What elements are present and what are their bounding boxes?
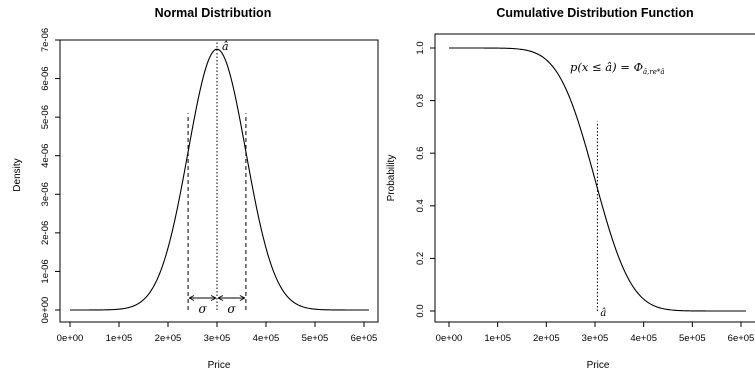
sigma-label-right: σ [227, 302, 236, 316]
cdf-chart-title: Cumulative Distribution Function [496, 6, 693, 20]
mean-label: â [222, 40, 229, 53]
normal-density-curve [70, 48, 369, 311]
y-tick-label: 0.6 [415, 147, 426, 160]
normal-plot-frame [59, 39, 379, 323]
normal-chart-title: Normal Distribution [155, 6, 272, 20]
x-tick-label: 4e+05 [630, 333, 657, 344]
x-tick-label: 6e+05 [351, 333, 378, 344]
x-tick-label: 2e+05 [155, 333, 182, 344]
y-tick-label: 0e+00 [40, 297, 51, 324]
normal-y-ticks: 0e+00 1e-06 2e-06 3e-06 4e-06 5e-06 6e-06 7e-06 [40, 28, 60, 324]
y-tick-label: 7e-06 [40, 28, 51, 52]
y-tick-label: 0.0 [415, 304, 426, 317]
y-tick-label: 3e-06 [40, 182, 51, 206]
cdf-y-axis-label: Probability [386, 155, 397, 202]
x-tick-label: 3e+05 [204, 333, 231, 344]
cdf-plot-frame [434, 33, 755, 323]
y-tick-label: 0.2 [415, 252, 426, 265]
x-tick-label: 5e+05 [679, 333, 706, 344]
y-tick-label: 0.4 [415, 199, 426, 212]
y-tick-label: 1e-06 [40, 259, 51, 283]
normal-y-axis-label: Density [12, 158, 23, 191]
x-tick-label: 4e+05 [253, 333, 280, 344]
normal-distribution-panel: Normal Distribution Price Density 0e+00 1… [12, 6, 379, 371]
y-tick-label: 2e-06 [40, 221, 51, 245]
normal-x-ticks: 0e+00 1e+05 2e+05 3e+05 4e+05 5e+05 6e+05 [57, 322, 378, 344]
y-tick-label: 4e-06 [40, 144, 51, 168]
x-tick-label: 0e+00 [436, 333, 463, 344]
cdf-formula: p(x ≤ â) = Φâ,re*â [570, 60, 665, 76]
normal-annotations: â σ σ [187, 40, 247, 316]
x-tick-label: 6e+05 [728, 333, 755, 344]
normal-x-axis-label: Price [208, 360, 231, 371]
sigma-arrowheads-left [188, 295, 217, 301]
x-tick-label: 2e+05 [533, 333, 560, 344]
cdf-panel: Cumulative Distribution Function Price P… [386, 6, 755, 371]
sigma-arrowheads-right [217, 295, 246, 301]
x-tick-label: 3e+05 [582, 333, 609, 344]
cdf-annotations: â p(x ≤ â) = Φâ,re*â [570, 60, 665, 319]
x-tick-label: 1e+05 [484, 333, 511, 344]
cdf-mean-label: â [600, 308, 606, 319]
cdf-y-ticks: 0.0 0.2 0.4 0.6 0.8 1.0 [415, 41, 435, 318]
x-tick-label: 1e+05 [106, 333, 133, 344]
cdf-curve [449, 47, 746, 312]
cdf-x-ticks: 0e+00 1e+05 2e+05 3e+05 4e+05 5e+05 6e+05 [436, 322, 755, 344]
sigma-label-left: σ [198, 302, 207, 316]
y-tick-label: 0.8 [415, 94, 426, 107]
x-tick-label: 5e+05 [302, 333, 329, 344]
y-tick-label: 1.0 [415, 41, 426, 54]
y-tick-label: 6e-06 [40, 66, 51, 90]
x-tick-label: 0e+00 [57, 333, 84, 344]
y-tick-label: 5e-06 [40, 105, 51, 129]
cdf-x-axis-label: Price [587, 360, 610, 371]
